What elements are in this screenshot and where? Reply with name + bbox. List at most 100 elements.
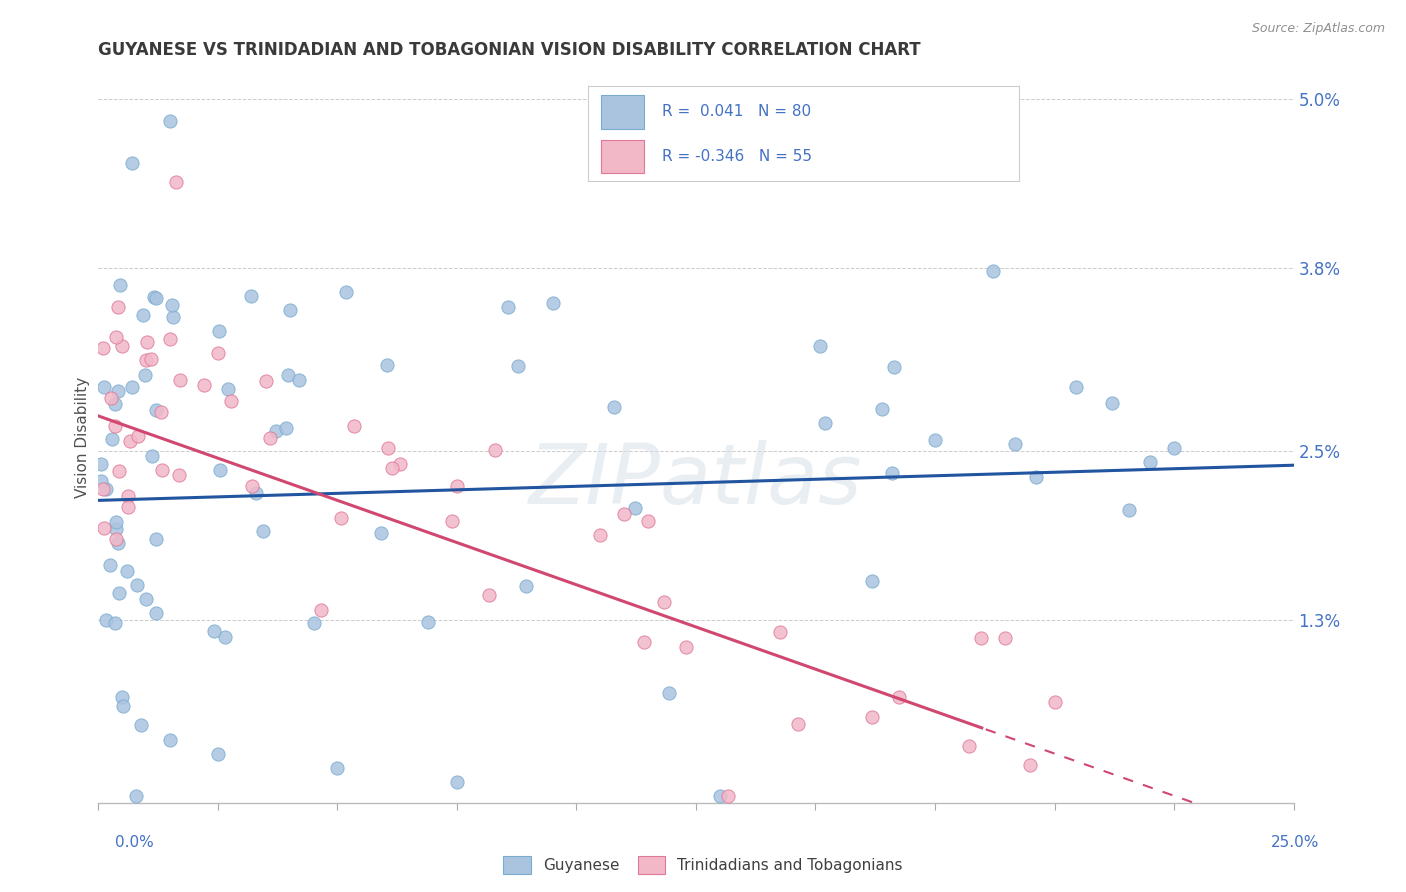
- Point: [90, 457, 112, 471]
- Point: [1025, 469, 1047, 483]
- Point: [91, 342, 114, 356]
- Point: [94, 613, 117, 627]
- Text: 0.0%: 0.0%: [115, 835, 155, 850]
- Point: [860, 574, 883, 589]
- Point: [160, 298, 183, 312]
- Point: [924, 433, 946, 447]
- Point: [208, 463, 231, 477]
- Point: [207, 747, 229, 761]
- Point: [217, 383, 239, 397]
- Point: [813, 416, 835, 430]
- Point: [105, 522, 128, 536]
- Point: [484, 442, 506, 457]
- Point: [169, 373, 191, 387]
- Point: [1118, 503, 1140, 517]
- Point: [245, 486, 267, 500]
- Point: [603, 401, 626, 415]
- Point: [1018, 757, 1040, 772]
- Point: [624, 500, 647, 515]
- Point: [709, 789, 731, 803]
- Point: [145, 532, 167, 546]
- Point: [93, 380, 115, 394]
- Point: [240, 289, 263, 303]
- Point: [111, 690, 134, 705]
- Point: [107, 535, 129, 549]
- Point: [159, 332, 181, 346]
- Point: [633, 634, 655, 648]
- Point: [418, 615, 440, 629]
- Point: [90, 475, 112, 489]
- Point: [104, 330, 127, 344]
- Point: [208, 325, 231, 339]
- Point: [264, 424, 287, 438]
- Point: [104, 515, 127, 529]
- Point: [309, 603, 332, 617]
- Point: [613, 508, 636, 522]
- Point: [117, 500, 139, 514]
- Point: [1064, 380, 1087, 394]
- Point: [330, 511, 353, 525]
- Point: [446, 479, 468, 493]
- Point: [883, 360, 905, 375]
- Point: [288, 373, 311, 387]
- Text: GUYANESE VS TRINIDADIAN AND TOBAGONIAN VISION DISABILITY CORRELATION CHART: GUYANESE VS TRINIDADIAN AND TOBAGONIAN V…: [98, 41, 921, 59]
- Point: [957, 739, 980, 753]
- Point: [277, 368, 299, 383]
- Point: [121, 156, 143, 170]
- Point: [278, 303, 301, 318]
- Legend: Guyanese, Trinidadians and Tobagonians: Guyanese, Trinidadians and Tobagonians: [496, 850, 910, 880]
- Point: [441, 514, 464, 528]
- Point: [139, 352, 162, 367]
- Point: [808, 339, 831, 353]
- Point: [159, 732, 181, 747]
- Point: [259, 431, 281, 445]
- Y-axis label: Vision Disability: Vision Disability: [75, 376, 90, 498]
- Point: [135, 591, 157, 606]
- Point: [377, 442, 399, 456]
- Point: [769, 625, 792, 640]
- Point: [111, 338, 134, 352]
- Text: Source: ZipAtlas.com: Source: ZipAtlas.com: [1251, 22, 1385, 36]
- Point: [145, 403, 167, 417]
- Point: [240, 479, 263, 493]
- Point: [887, 690, 910, 705]
- Point: [131, 718, 153, 732]
- Point: [541, 296, 564, 310]
- Point: [1139, 455, 1161, 469]
- Point: [207, 345, 229, 359]
- Point: [1004, 437, 1026, 451]
- Point: [149, 405, 172, 419]
- Point: [152, 463, 174, 477]
- Point: [104, 615, 127, 630]
- Point: [145, 606, 167, 620]
- Point: [446, 774, 468, 789]
- Point: [141, 449, 163, 463]
- Point: [254, 374, 277, 388]
- Point: [193, 377, 215, 392]
- Point: [94, 483, 117, 497]
- Point: [872, 401, 894, 416]
- Point: [860, 710, 883, 724]
- Point: [654, 595, 676, 609]
- Point: [335, 285, 357, 299]
- Point: [786, 717, 808, 731]
- Point: [588, 528, 610, 542]
- Point: [134, 368, 156, 382]
- Point: [100, 391, 122, 405]
- Point: [717, 789, 740, 803]
- Point: [252, 524, 274, 538]
- Text: 25.0%: 25.0%: [1271, 835, 1319, 850]
- Point: [145, 291, 167, 305]
- Point: [343, 418, 366, 433]
- Point: [103, 419, 125, 434]
- Text: ZIPatlas: ZIPatlas: [529, 441, 863, 522]
- Point: [388, 457, 411, 471]
- Point: [506, 359, 529, 373]
- Point: [515, 579, 537, 593]
- Point: [970, 631, 993, 645]
- Point: [496, 300, 519, 314]
- Point: [675, 640, 697, 655]
- Point: [159, 113, 181, 128]
- Point: [302, 616, 325, 631]
- Point: [981, 263, 1004, 277]
